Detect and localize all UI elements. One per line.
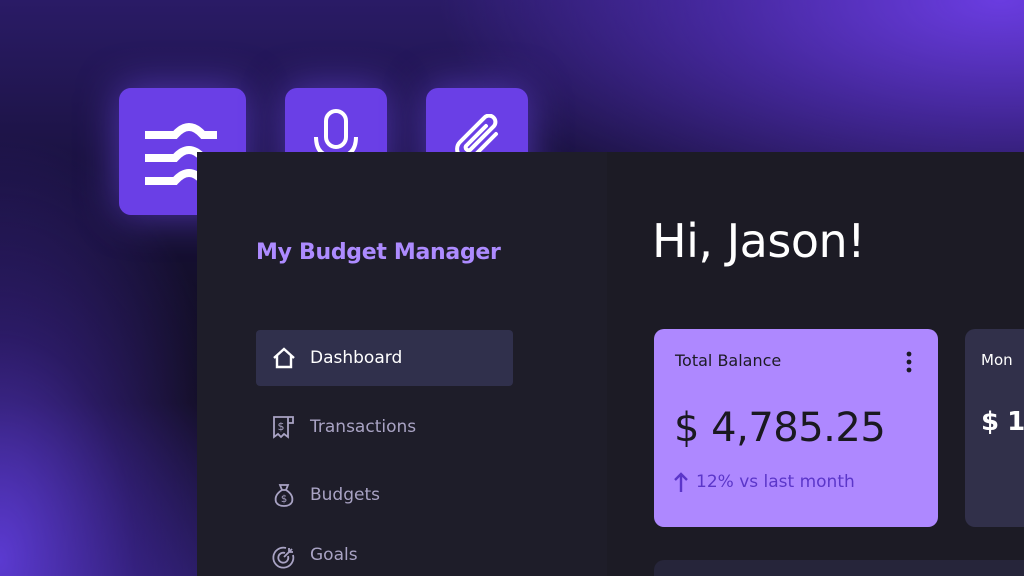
sidebar-item-label: Budgets — [310, 485, 381, 505]
money-bag-icon: $ — [274, 484, 294, 507]
svg-text:$: $ — [278, 420, 285, 433]
sidebar-item-goals[interactable]: Goals — [256, 535, 513, 576]
total-balance-card[interactable]: Total Balance $ 4,785.25 12% vs last mon… — [654, 329, 938, 527]
menu-tile-button[interactable] — [119, 88, 246, 215]
sidebar-item-label: Transactions — [310, 417, 417, 437]
target-icon — [272, 546, 295, 569]
balance-amount: $ 4,785.25 — [674, 405, 886, 451]
monthly-amount: $ 1 — [981, 407, 1024, 437]
sidebar: My Budget Manager Dashboard $ Transactio… — [197, 152, 607, 576]
sidebar-item-label: Goals — [310, 545, 358, 565]
svg-text:$: $ — [281, 494, 287, 505]
sidebar-item-label: Dashboard — [310, 348, 403, 368]
card-title: Total Balance — [675, 351, 782, 370]
bottom-card — [654, 560, 1024, 576]
app-window: My Budget Manager Dashboard $ Transactio… — [197, 152, 1024, 576]
home-icon — [273, 347, 295, 369]
arrow-up-icon — [674, 472, 688, 492]
sidebar-item-budgets[interactable]: $ Budgets — [256, 467, 513, 523]
monthly-card[interactable]: Mon $ 1 — [965, 329, 1024, 527]
sidebar-item-transactions[interactable]: $ Transactions — [256, 399, 513, 455]
trend: 12% vs last month — [674, 472, 855, 492]
trend-text: 12% vs last month — [696, 472, 855, 492]
more-options-icon[interactable] — [906, 351, 912, 373]
greeting: Hi, Jason! — [652, 214, 866, 268]
sidebar-item-dashboard[interactable]: Dashboard — [256, 330, 513, 386]
card-title: Mon — [981, 351, 1013, 369]
brand-title: My Budget Manager — [256, 240, 501, 265]
receipt-icon: $ — [273, 416, 294, 439]
